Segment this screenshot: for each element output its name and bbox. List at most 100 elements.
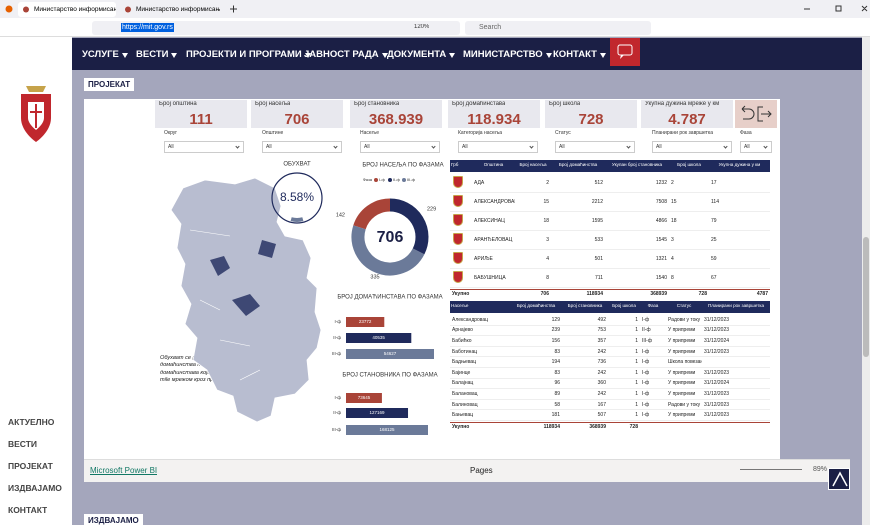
table-cell: 31/12/2024 <box>704 338 730 344</box>
legend-dot <box>402 178 406 182</box>
coat-of-arms <box>453 195 463 207</box>
table-cell: 31/12/2023 <box>704 327 730 334</box>
table-row <box>450 268 770 269</box>
table-total: Укупно <box>452 291 470 297</box>
kpi-label: Број насеља <box>255 101 291 107</box>
nav-item[interactable]: ДОКУМЕНТА <box>387 49 447 60</box>
table-row <box>450 249 770 250</box>
filter-dropdown[interactable]: All <box>360 141 440 153</box>
donut-slice <box>353 198 391 230</box>
table-cell: 1321 <box>655 256 667 262</box>
table-row <box>450 367 770 368</box>
zoom[interactable]: 120% <box>414 24 430 30</box>
column-header: Планирани рок завршетка <box>702 301 770 313</box>
table-cell: 360 <box>597 380 606 387</box>
slice-label: 229 <box>427 206 436 212</box>
nav-caret <box>381 53 388 58</box>
table-cell: 501 <box>594 256 603 262</box>
gauge-title: ОБУХВАТ <box>283 162 311 168</box>
filter-dropdown[interactable]: All <box>458 141 538 153</box>
nav-item[interactable]: МИНИСТАРСТВО <box>463 49 543 60</box>
nav-bar <box>72 38 862 70</box>
table-cell: 1 <box>635 391 638 397</box>
nav-item[interactable]: УСЛУГЕ <box>82 49 119 60</box>
table-cell: АРИЉЕ <box>474 256 493 262</box>
table-cell: Балиновац <box>452 401 478 408</box>
tab[interactable]: Министарство информисањ <box>136 6 220 13</box>
scroll-top[interactable] <box>828 468 850 490</box>
bar <box>346 408 409 418</box>
chat-button[interactable] <box>610 38 640 66</box>
table-cell: 31/12/2023 <box>704 348 730 355</box>
nav-item[interactable]: ПРОЈЕКТИ И ПРОГРАМИ <box>186 49 302 60</box>
report-zoom[interactable]: 89% <box>813 466 828 473</box>
kpi-label: Број општина <box>159 101 197 107</box>
table-cell: Бањевац <box>452 412 474 419</box>
column-header: Насеље <box>450 301 510 313</box>
column-header: Укупан број становника <box>605 160 669 172</box>
sidebar-item[interactable]: ПРОЈЕКАТ <box>8 461 53 471</box>
kpi-label: Број домаћинстава <box>452 101 506 107</box>
filter-dropdown[interactable]: All <box>555 141 635 153</box>
filter-label: Насеље <box>360 130 379 136</box>
report-actions[interactable] <box>735 100 777 128</box>
sidebar-item[interactable]: ВЕСТИ <box>8 439 38 449</box>
filter-dropdown[interactable]: All <box>164 141 244 153</box>
table-cell: 3 <box>546 237 549 243</box>
sidebar-item[interactable]: ИЗДВАЈАМО <box>8 483 62 493</box>
nav-item[interactable]: ЈАВНОСТ РАДА <box>304 49 379 60</box>
table-row <box>450 420 770 421</box>
filter-dropdown[interactable]: All <box>740 141 772 153</box>
column-header: Фаза <box>640 301 666 313</box>
column-header: Статус <box>666 301 702 313</box>
kpi-label: Број становника <box>354 101 400 107</box>
table-cell: Баботинац <box>452 348 478 355</box>
sidebar-item[interactable]: АКТУЕЛНО <box>8 417 55 427</box>
coat-of-arms <box>453 214 463 226</box>
zoom-slider[interactable] <box>740 469 802 470</box>
nav-caret <box>545 53 552 58</box>
column-header: Број насеља <box>515 160 551 172</box>
column-header: Општина <box>472 160 515 172</box>
logo <box>21 86 51 142</box>
table-cell: 89 <box>554 391 560 397</box>
address-bar[interactable] <box>92 21 460 35</box>
sidebar-item[interactable]: КОНТАКТ <box>8 505 48 515</box>
filter-dropdown[interactable]: All <box>262 141 342 153</box>
legend-title: Фаза <box>363 177 373 182</box>
table-cell: 15 <box>543 199 549 205</box>
table-cell: У припреми <box>668 391 696 397</box>
kpi-value: 368.939 <box>368 111 424 128</box>
table-cell: 242 <box>597 391 606 397</box>
tab[interactable]: Министарство информисањ <box>18 2 116 17</box>
table-row <box>450 287 770 288</box>
filter-label: Категорија насеља <box>458 130 503 136</box>
donut-slice <box>351 225 425 276</box>
bar-value: 40535 <box>372 335 385 340</box>
nav-item[interactable]: ВЕСТИ <box>136 49 169 60</box>
search-field[interactable]: Search <box>465 21 651 35</box>
scrollbar[interactable] <box>862 37 870 525</box>
table-cell: 1 <box>635 412 638 419</box>
pages[interactable]: Pages <box>470 466 493 475</box>
table-cell: Бајинце <box>452 369 471 376</box>
table-cell: I-ф <box>642 316 650 323</box>
filter-dropdown[interactable]: All <box>652 141 732 153</box>
table-cell: 2212 <box>591 199 603 205</box>
url[interactable]: https://mit.gov.rs <box>121 23 174 32</box>
table-cell: АРАНЂЕЛОВАЦ <box>474 237 513 243</box>
table-total: 4787 <box>756 291 768 297</box>
table-cell: У припреми <box>668 348 696 355</box>
table-cell: Арнајево <box>452 327 473 334</box>
powerbi-link[interactable]: Microsoft Power BI <box>90 466 158 475</box>
nav-item[interactable]: КОНТАКТ <box>553 49 597 60</box>
table-cell: I-ф <box>642 380 650 387</box>
table-row <box>450 335 770 337</box>
bar-value: 127169 <box>369 410 385 415</box>
table-cell: 167 <box>597 401 606 408</box>
table-row <box>450 356 770 358</box>
table-cell: 4 <box>546 256 549 262</box>
table-cell: Радови у току <box>668 316 701 323</box>
table-cell: 753 <box>597 327 606 334</box>
